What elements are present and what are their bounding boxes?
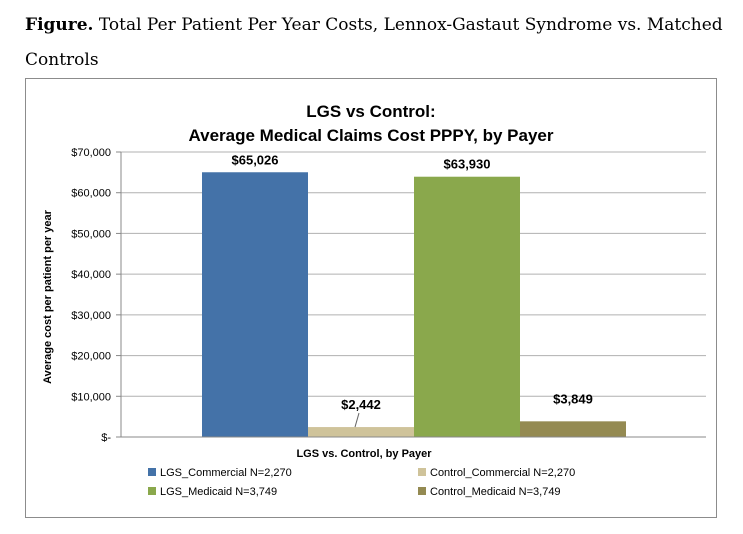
data-label: $2,442 — [341, 397, 381, 412]
legend-swatch — [148, 468, 156, 476]
chart-title-line-1: LGS vs Control: — [306, 102, 435, 121]
legend-swatch — [148, 487, 156, 495]
caption-label: Figure. — [25, 15, 94, 35]
bar — [308, 427, 414, 437]
data-label: $65,026 — [232, 152, 279, 167]
y-axis-label: Average cost per patient per year — [42, 209, 54, 384]
bar — [414, 176, 520, 437]
y-tick-label: $60,000 — [71, 188, 111, 200]
y-tick-label: $- — [101, 432, 111, 444]
bar-chart: LGS vs Control: Average Medical Claims C… — [42, 102, 706, 498]
figure-caption: Figure. Total Per Patient Per Year Costs… — [25, 8, 725, 78]
caption-text: Total Per Patient Per Year Costs, Lennox… — [25, 15, 723, 70]
y-tick-label: $40,000 — [71, 269, 111, 281]
bar — [202, 172, 308, 437]
x-axis-label: LGS vs. Control, by Payer — [296, 448, 432, 460]
legend-label: Control_Commercial N=2,270 — [430, 467, 575, 479]
chart-title-line-2: Average Medical Claims Cost PPPY, by Pay… — [188, 126, 553, 145]
legend-swatch — [418, 487, 426, 495]
data-label: $3,849 — [553, 391, 593, 406]
y-tick-label: $70,000 — [71, 147, 111, 159]
data-label: $63,930 — [444, 157, 491, 172]
legend-swatch — [418, 468, 426, 476]
chart-frame: LGS vs Control: Average Medical Claims C… — [25, 78, 717, 518]
y-tick-label: $50,000 — [71, 228, 111, 240]
y-tick-label: $10,000 — [71, 391, 111, 403]
leader-line — [354, 412, 360, 428]
legend-label: LGS_Commercial N=2,270 — [160, 467, 292, 479]
legend-label: Control_Medicaid N=3,749 — [430, 486, 561, 498]
y-tick-label: $20,000 — [71, 351, 111, 363]
legend-label: LGS_Medicaid N=3,749 — [160, 486, 277, 498]
y-tick-label: $30,000 — [71, 310, 111, 322]
bar — [520, 421, 626, 437]
